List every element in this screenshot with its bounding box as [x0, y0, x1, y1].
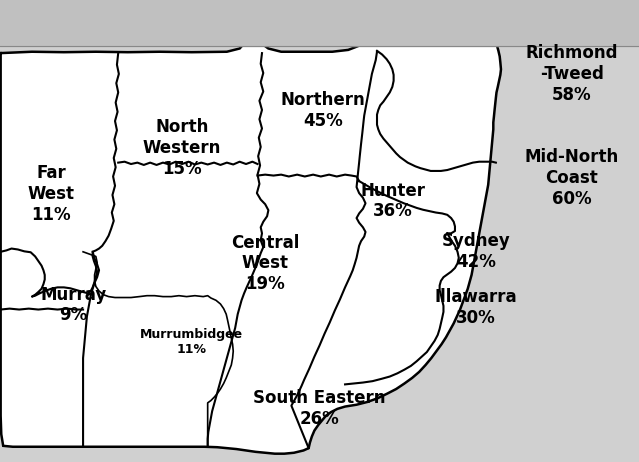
Text: Central
West
19%: Central West 19%: [231, 233, 300, 293]
Text: North
Western
15%: North Western 15%: [143, 118, 221, 178]
Text: Murray
9%: Murray 9%: [40, 286, 107, 324]
Text: Mid-North
Coast
60%: Mid-North Coast 60%: [525, 148, 619, 208]
Text: Far
West
11%: Far West 11%: [27, 164, 75, 224]
Text: Murrumbidgee
11%: Murrumbidgee 11%: [140, 328, 243, 356]
Text: Richmond
-Tweed
58%: Richmond -Tweed 58%: [526, 44, 618, 104]
Text: Northern
45%: Northern 45%: [281, 91, 365, 130]
Text: Hunter
36%: Hunter 36%: [360, 182, 426, 220]
Text: Sydney
42%: Sydney 42%: [442, 232, 511, 271]
Text: South Eastern
26%: South Eastern 26%: [253, 389, 386, 428]
Polygon shape: [0, 1, 501, 454]
Text: Illawarra
30%: Illawarra 30%: [435, 288, 518, 327]
